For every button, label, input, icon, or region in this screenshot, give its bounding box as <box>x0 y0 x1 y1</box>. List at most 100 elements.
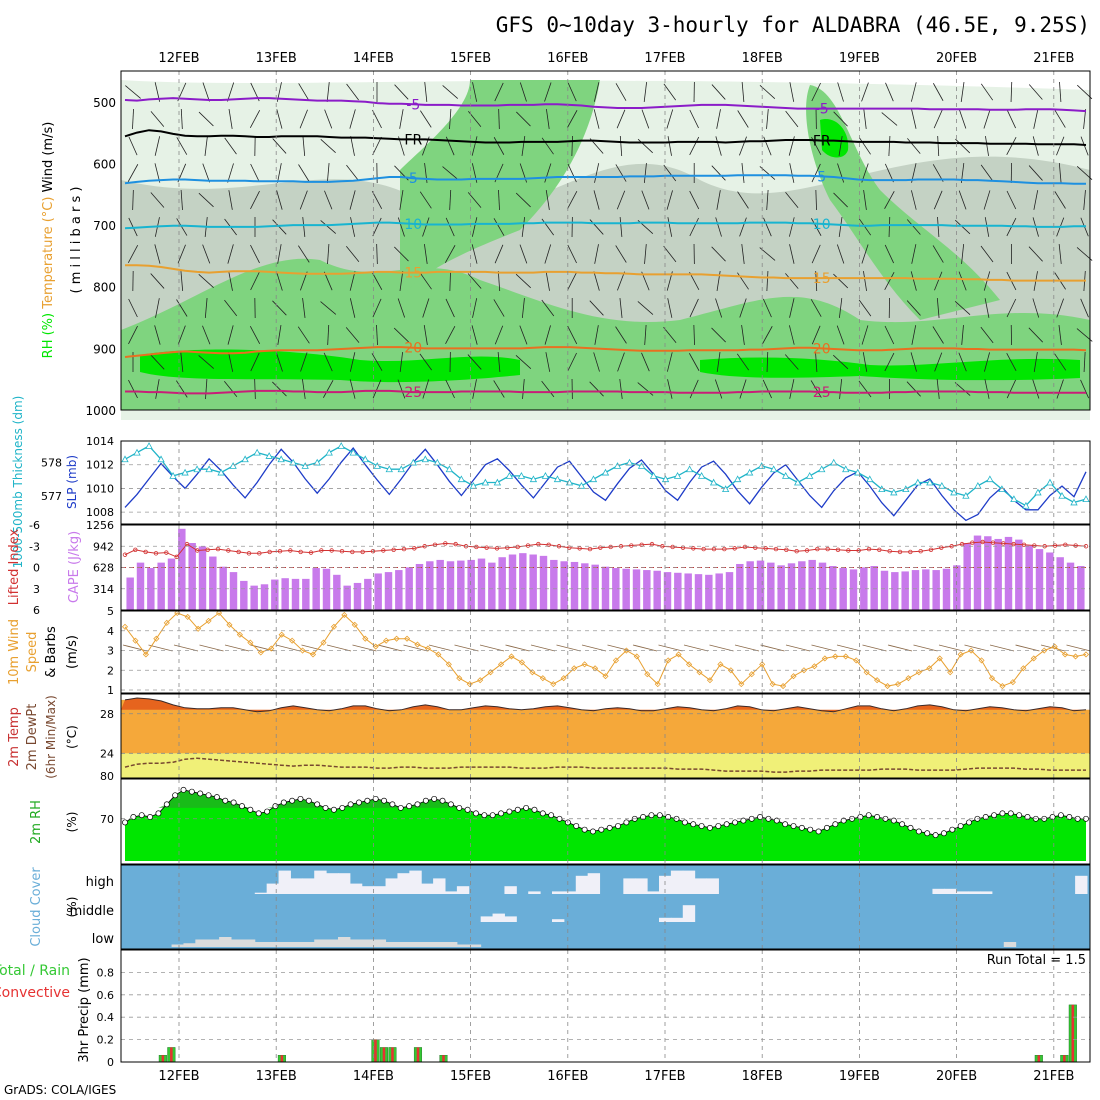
upper-wind-barb <box>619 135 623 157</box>
upper-wind-barb <box>272 381 287 397</box>
li-point <box>970 540 975 545</box>
upper-wind-barb <box>837 163 845 183</box>
upper-wind-barb <box>541 137 554 155</box>
li-point <box>887 549 892 554</box>
li-point <box>587 546 593 552</box>
upper-wind-barb <box>1056 298 1064 318</box>
upper-wind-barb <box>838 298 843 318</box>
cloud-bar-low <box>302 942 315 947</box>
upper-wind-barb <box>544 325 551 345</box>
li-point <box>918 549 923 554</box>
wind10-point <box>289 637 296 644</box>
upper-wind-barb <box>666 190 673 210</box>
li-point <box>1001 541 1006 546</box>
upper-wind-barb <box>498 108 500 130</box>
li-point <box>598 545 603 550</box>
upper-wind-barb <box>594 163 600 183</box>
upper-wind-barb <box>277 244 282 264</box>
rh2m-point <box>573 823 580 829</box>
cape-bar <box>178 528 186 610</box>
series-line-slp <box>124 447 1087 522</box>
upper-wind-barb <box>471 325 478 345</box>
cloud-bar-low <box>183 943 196 947</box>
wind10-point <box>320 639 327 646</box>
upper-wind-barb <box>324 109 333 129</box>
rh2m-point <box>339 804 346 811</box>
upper-wind-barb <box>1010 81 1013 103</box>
upper-wind-barb <box>176 137 188 155</box>
rh-plume-mid-1 <box>400 80 600 300</box>
wind10-point <box>571 665 578 672</box>
thickness-point <box>866 475 874 483</box>
upper-wind-barb <box>667 298 673 318</box>
wind10-barb <box>734 644 760 652</box>
upper-wind-barb <box>1028 84 1043 100</box>
li-point <box>143 549 148 555</box>
upper-wind-barb <box>442 166 459 180</box>
contour--5 <box>124 97 1087 113</box>
upper-wind-barb <box>741 244 745 264</box>
upper-wind-barb <box>228 352 234 372</box>
ua-tick-500: 500 <box>93 96 116 110</box>
upper-wind-barb <box>298 164 310 182</box>
upper-wind-barb <box>323 352 333 372</box>
upper-wind-barb <box>198 274 214 288</box>
wind10-point <box>362 635 369 642</box>
wind10-point <box>644 671 651 678</box>
wind10-point <box>842 653 849 660</box>
wind10-point <box>633 653 640 660</box>
upper-wind-barb <box>619 379 623 399</box>
upper-wind-barb <box>150 354 165 370</box>
wind10-point <box>894 681 902 688</box>
cloud-bar-high <box>433 878 446 894</box>
cloud-bar-low <box>433 942 446 947</box>
cape-bar <box>136 562 145 610</box>
rh2m-point <box>364 797 371 804</box>
upper-wind-barb <box>272 300 287 316</box>
wind-tick-4: 4 <box>107 625 114 638</box>
upper-wind-barb <box>326 163 330 183</box>
wind10-point <box>780 683 787 690</box>
upper-wind-barb <box>419 272 432 290</box>
wind10-barb <box>658 644 683 652</box>
rh2m-point <box>840 817 847 824</box>
li-point <box>846 548 851 553</box>
upper-wind-barb <box>739 298 747 318</box>
cape-bar <box>984 536 992 610</box>
wind10-point <box>727 667 734 674</box>
upper-wind-barb <box>594 244 599 264</box>
panel-frame-slp <box>120 440 1091 525</box>
upper-wind-barb <box>299 190 308 210</box>
cape-bar <box>570 561 579 610</box>
wind10-point <box>602 673 609 680</box>
upper-wind-barb <box>593 109 600 129</box>
upper-wind-barb <box>811 82 821 102</box>
li-point <box>794 549 799 554</box>
wind-tick-3: 3 <box>107 645 114 658</box>
cloud-bar-high <box>302 878 315 894</box>
wind10-barb <box>607 644 632 652</box>
rh2m-point <box>932 832 939 839</box>
upper-wind-barb <box>741 82 745 102</box>
upper-wind-barb <box>424 244 428 264</box>
contour-label-10-1: 10 <box>813 217 831 233</box>
panel-frame-cape <box>120 524 1091 611</box>
upper-wind-barb <box>637 138 653 154</box>
upper-wind-barb <box>1032 298 1040 318</box>
upper-wind-barb <box>180 108 183 130</box>
upper-wind-barb <box>277 325 282 345</box>
upper-wind-barb <box>858 380 872 398</box>
li-point <box>443 541 448 546</box>
upper-wind-barb <box>346 83 359 101</box>
upper-wind-barb <box>541 218 555 236</box>
thickness-point <box>794 478 802 486</box>
dew-area <box>121 753 1090 778</box>
upper-wind-barb <box>960 82 965 102</box>
li-point <box>319 548 324 553</box>
upper-wind-barb <box>911 244 917 264</box>
rh2m-point <box>356 799 362 806</box>
cape-bar <box>818 562 827 610</box>
upper-wind-barb <box>545 190 550 210</box>
li-point <box>1011 541 1016 547</box>
upper-wind-barb <box>884 325 895 345</box>
